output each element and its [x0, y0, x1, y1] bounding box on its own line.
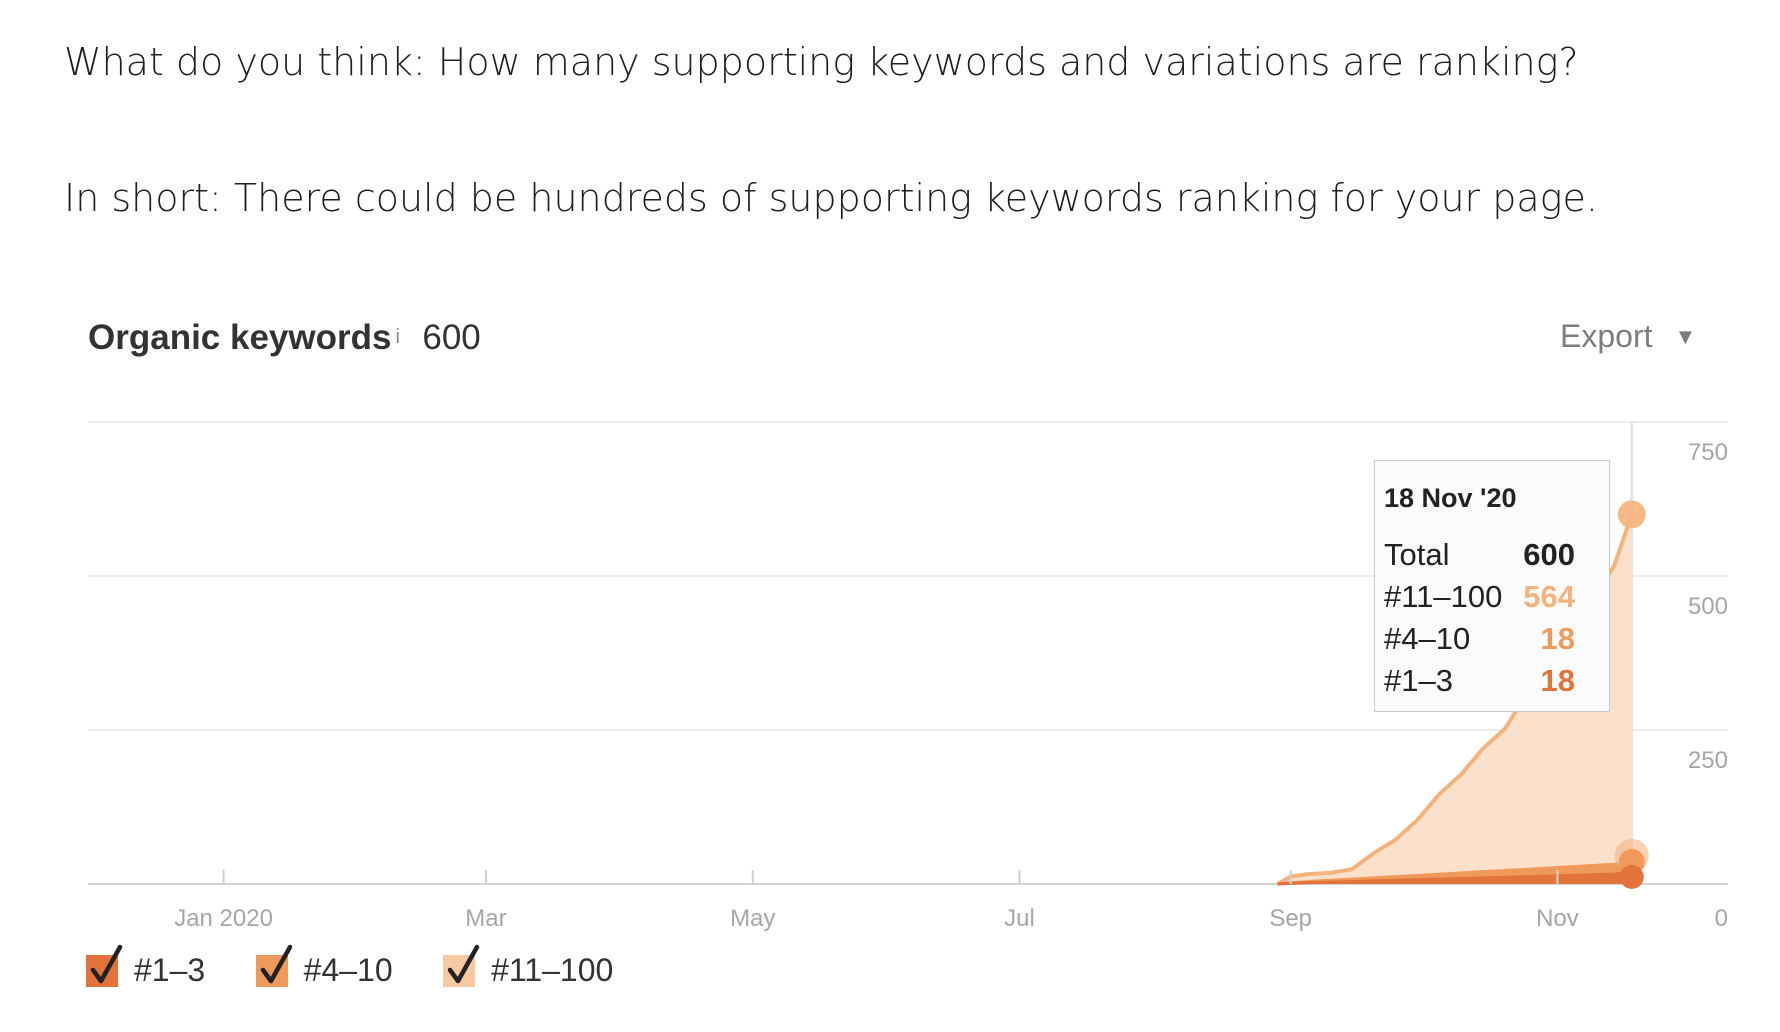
x-tick-label: Jul — [1004, 905, 1035, 932]
x-tick-label: May — [730, 905, 775, 932]
export-label: Export — [1560, 318, 1653, 354]
legend-item-top100[interactable]: #11–100 — [443, 944, 614, 989]
checkbox-checked-icon[interactable] — [443, 944, 480, 987]
x-tick-label: Sep — [1269, 905, 1312, 932]
widget-title: Organic keywords — [88, 318, 392, 357]
y-tick-label: 750 — [1688, 439, 1728, 466]
tooltip-value: 564 — [1523, 579, 1575, 614]
tooltip-row-4-10: #4–10 18 — [1384, 621, 1575, 657]
tooltip-date: 18 Nov '20 — [1384, 483, 1517, 513]
checkbox-checked-icon[interactable] — [86, 944, 123, 987]
question-paragraph: What do you think: How many supporting k… — [64, 40, 1579, 84]
hover-markers — [1614, 500, 1649, 889]
export-button[interactable]: Export ▼ — [1560, 318, 1696, 355]
line-series-4-10 — [1277, 860, 1632, 886]
y-tick-label: 0 — [1715, 905, 1728, 932]
tooltip-value: 18 — [1540, 663, 1575, 698]
legend-label: #11–100 — [491, 952, 614, 988]
y-tick-label: 250 — [1688, 747, 1728, 774]
x-axis: Jan 2020 Mar May Jul Sep Nov — [174, 870, 1579, 932]
y-tick-label: 500 — [1688, 593, 1728, 620]
info-icon[interactable]: i — [395, 325, 400, 348]
tooltip-label: #4–10 — [1384, 621, 1471, 656]
tooltip-label: #11–100 — [1384, 579, 1503, 614]
tooltip-row-11-100: #11–100 564 — [1384, 579, 1575, 615]
x-tick-label: Jan 2020 — [174, 905, 273, 932]
area-series-11-100 — [1277, 514, 1632, 884]
legend-item-top3[interactable]: #1–3 — [86, 944, 206, 989]
legend-label: #4–10 — [303, 952, 393, 988]
legend-item-top10[interactable]: #4–10 — [255, 944, 393, 989]
answer-paragraph: In short: There could be hundreds of sup… — [64, 176, 1598, 220]
caret-down-icon: ▼ — [1674, 324, 1697, 349]
tooltip-row-total: Total 600 — [1384, 537, 1575, 573]
y-axis: 0 250 500 750 — [1688, 439, 1728, 932]
widget-header: Organic keywords i 600 — [88, 318, 481, 358]
tooltip-row-1-3: #1–3 18 — [1384, 663, 1575, 699]
hover-point-11-100 — [1617, 500, 1646, 529]
total-keywords-value: 600 — [422, 318, 481, 357]
legend-label: #1–3 — [134, 952, 206, 988]
hover-point-1-3 — [1619, 864, 1644, 889]
checkbox-checked-icon[interactable] — [255, 944, 292, 987]
line-series-1-3 — [1277, 871, 1632, 886]
tooltip-label: #1–3 — [1384, 663, 1453, 698]
tooltip-value: 600 — [1523, 537, 1575, 572]
x-tick-label: Mar — [465, 905, 506, 932]
tooltip-value: 18 — [1540, 621, 1575, 656]
chart-legend: #1–3 #4–10 #11–100 — [86, 944, 659, 989]
x-tick-label: Nov — [1536, 905, 1579, 932]
chart-tooltip: 18 Nov '20 Total 600 #11–100 564 #4–10 1… — [1374, 460, 1610, 712]
tooltip-label: Total — [1384, 537, 1450, 572]
